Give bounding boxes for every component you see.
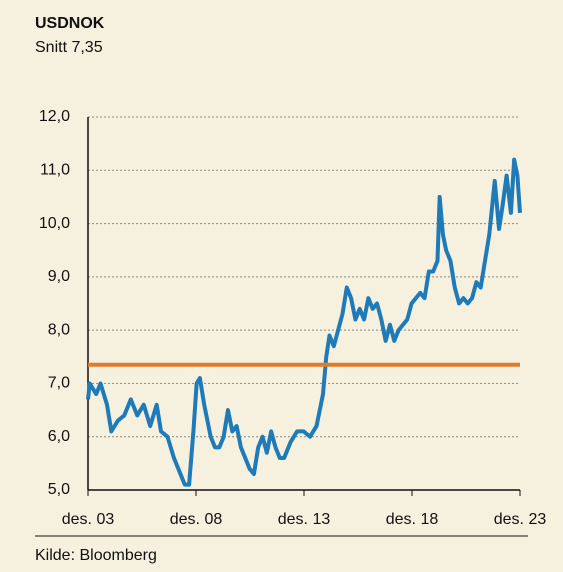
y-tick-label: 6,0 xyxy=(48,428,70,445)
x-tick-label: des. 13 xyxy=(278,511,331,528)
x-tick-label: des. 08 xyxy=(170,511,223,528)
chart-title: USDNOK xyxy=(35,15,105,32)
y-tick-label: 8,0 xyxy=(48,321,70,338)
x-tick-label: des. 23 xyxy=(494,511,547,528)
source: Kilde: Bloomberg xyxy=(35,547,157,564)
chart-subtitle: Snitt 7,35 xyxy=(35,39,103,56)
series-line xyxy=(86,157,522,487)
y-tick-label: 10,0 xyxy=(39,215,70,232)
x-tick-label: des. 18 xyxy=(386,511,439,528)
x-tick-label: des. 03 xyxy=(62,511,115,528)
y-tick-label: 5,0 xyxy=(48,481,70,498)
y-tick-label: 11,0 xyxy=(40,162,70,179)
y-tick-label: 12,0 xyxy=(39,108,70,125)
y-tick-label: 9,0 xyxy=(48,268,70,285)
y-tick-label: 7,0 xyxy=(48,375,70,392)
